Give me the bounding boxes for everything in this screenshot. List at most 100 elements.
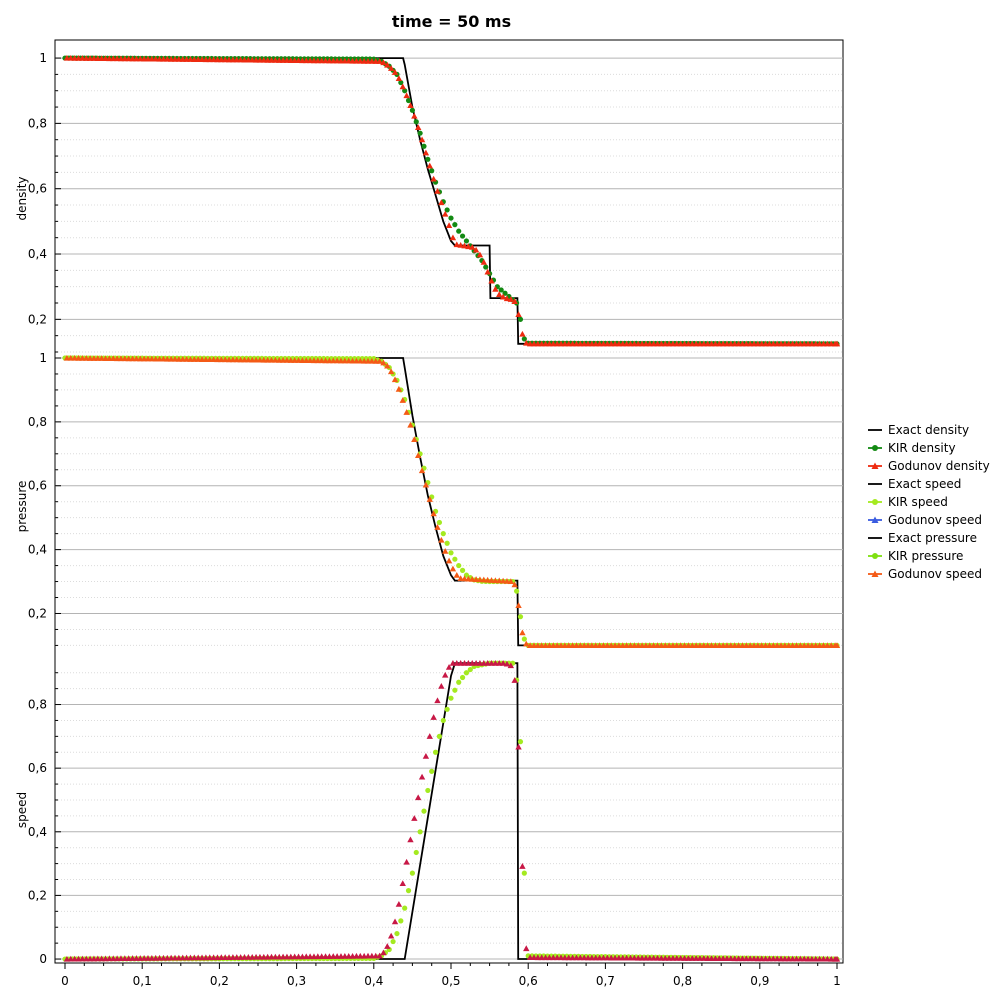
legend-swatch-circle <box>872 499 878 505</box>
density-series-godunov-density-point <box>442 210 449 217</box>
pressure-series-kir-pressure-point <box>463 572 470 578</box>
speed-series-kir-speed-point <box>517 739 524 745</box>
pressure-y-tick-label: 0,6 <box>28 479 47 493</box>
pressure-y-axis-label: pressure <box>15 481 29 533</box>
speed-series-godunov-speed-point <box>384 943 391 949</box>
pressure-series-kir-pressure-point <box>436 519 443 526</box>
speed-series-kir-speed-point <box>425 787 431 794</box>
speed-series-godunov-speed-point <box>507 662 515 669</box>
pressure-series-kir-pressure-point <box>456 562 462 569</box>
x-tick-label: 0,1 <box>133 974 152 988</box>
speed-series-godunov-speed-point <box>438 683 445 689</box>
pressure-y-tick-label: 0,4 <box>28 543 47 557</box>
legend-swatch-circle <box>872 553 878 559</box>
speed-series-godunov-speed-point <box>403 858 410 865</box>
pressure-series-godunov-speed-point <box>515 602 522 609</box>
speed-series-godunov-speed-point <box>407 836 414 843</box>
legend-swatch-circle <box>872 445 878 451</box>
density-series-kir-density-point <box>398 79 404 86</box>
legend-entry-label: Exact pressure <box>888 531 977 545</box>
speed-series-kir-speed-point <box>398 918 404 924</box>
density-series-godunov-density-point <box>380 59 387 66</box>
density-series-godunov-density-point <box>511 298 518 304</box>
pressure-series-godunov-speed-point <box>453 571 460 578</box>
density-series-godunov-density-point <box>449 234 457 241</box>
speed-series-godunov-speed-point <box>380 949 387 956</box>
speed-series-godunov-speed-point <box>523 945 530 952</box>
speed-series-kir-speed-point <box>521 870 527 876</box>
x-tick-label: 0,2 <box>210 974 229 988</box>
pressure-series-kir-pressure-point <box>514 588 520 594</box>
legend-entry-label: Exact density <box>888 423 969 437</box>
speed-series-kir-speed-point <box>436 733 443 739</box>
density-series-kir-density-point <box>413 119 419 125</box>
speed-y-tick-label: 0,6 <box>28 761 47 775</box>
pressure-series-godunov-speed-point <box>411 436 418 442</box>
speed-series-kir-speed-point <box>467 666 473 673</box>
legend-entry-label: Godunov speed <box>888 567 982 581</box>
density-y-tick-label: 1 <box>39 51 47 65</box>
density-series-kir-density-point <box>405 97 412 104</box>
pressure-series-kir-pressure-point <box>517 614 524 620</box>
legend-swatch-triangle <box>871 516 879 523</box>
speed-series-godunov-speed-point <box>387 932 395 939</box>
x-tick-label: 0,4 <box>364 974 383 988</box>
speed-series-kir-speed-point <box>394 930 400 937</box>
pressure-series-godunov-speed-point <box>387 368 395 375</box>
pressure-series-godunov-speed-point <box>833 642 841 648</box>
density-series-godunov-density-point <box>453 241 460 248</box>
density-series-kir-density-point <box>425 156 431 162</box>
density-y-tick-label: 0,8 <box>28 116 47 130</box>
speed-series-kir-speed-point <box>390 938 396 945</box>
density-series-godunov-density-point <box>438 199 445 206</box>
pressure-series-godunov-speed-point <box>414 452 422 458</box>
density-y-tick-label: 0,4 <box>28 247 47 261</box>
legend-entry-label: Exact speed <box>888 477 961 491</box>
speed-series-godunov-speed-point <box>395 900 403 907</box>
speed-series-kir-speed-point <box>413 849 419 856</box>
pressure-series-godunov-speed-point <box>376 357 383 364</box>
legend-entry-label: Godunov density <box>888 459 990 473</box>
pressure-series-godunov-speed-point <box>445 557 453 564</box>
density-series-kir-density-point <box>483 264 489 270</box>
pressure-series-godunov-speed-point <box>523 640 530 647</box>
legend-entry-label: KIR speed <box>888 495 948 509</box>
x-tick-label: 0,6 <box>519 974 538 988</box>
density-series-godunov-density-point <box>403 92 410 99</box>
speed-series-godunov-speed-point <box>442 671 449 678</box>
speed-series-kir-speed-point <box>402 905 408 911</box>
density-series-godunov-density-point <box>515 311 522 318</box>
density-series-godunov-density-point <box>492 285 499 292</box>
pressure-series-kir-pressure-point <box>440 531 446 537</box>
density-series-godunov-density-point <box>407 102 414 108</box>
legend-entry-label: KIR density <box>888 441 956 455</box>
density-series-kir-density-point <box>448 215 454 221</box>
x-tick-label: 0,5 <box>441 974 460 988</box>
speed-series-godunov-speed-point <box>422 753 430 759</box>
x-tick-label: 1 <box>833 974 841 988</box>
density-series-kir-density-point <box>421 143 427 149</box>
speed-series-kir-speed-point <box>444 706 450 712</box>
density-series-kir-density-point <box>429 168 435 174</box>
density-series-godunov-density-point <box>434 187 441 194</box>
density-series-godunov-density-point <box>426 162 433 169</box>
density-series-godunov-density-point <box>499 293 507 300</box>
speed-y-tick-label: 0,8 <box>28 698 47 712</box>
legend-swatch-triangle <box>871 462 879 469</box>
density-series-godunov-density-point <box>476 251 484 258</box>
density-series-godunov-density-point <box>469 243 476 250</box>
speed-series-godunov-speed-point <box>511 677 518 683</box>
pressure-series-godunov-speed-point <box>519 629 526 636</box>
x-tick-label: 0,7 <box>596 974 615 988</box>
pressure-series-kir-pressure-point <box>444 540 450 546</box>
density-series-godunov-density-point <box>461 242 468 249</box>
speed-series-godunov-speed-point <box>399 880 406 887</box>
pressure-series-exact-pressure-line <box>65 357 837 647</box>
density-series-kir-density-point <box>409 107 415 113</box>
speed-series-godunov-speed-point <box>519 863 526 869</box>
speed-series-kir-speed-point <box>452 687 458 693</box>
speed-series-godunov-speed-point <box>418 773 426 780</box>
density-series-godunov-density-point <box>387 65 395 71</box>
speed-y-tick-label: 0 <box>39 952 47 966</box>
pressure-series-kir-pressure-point <box>521 636 527 642</box>
